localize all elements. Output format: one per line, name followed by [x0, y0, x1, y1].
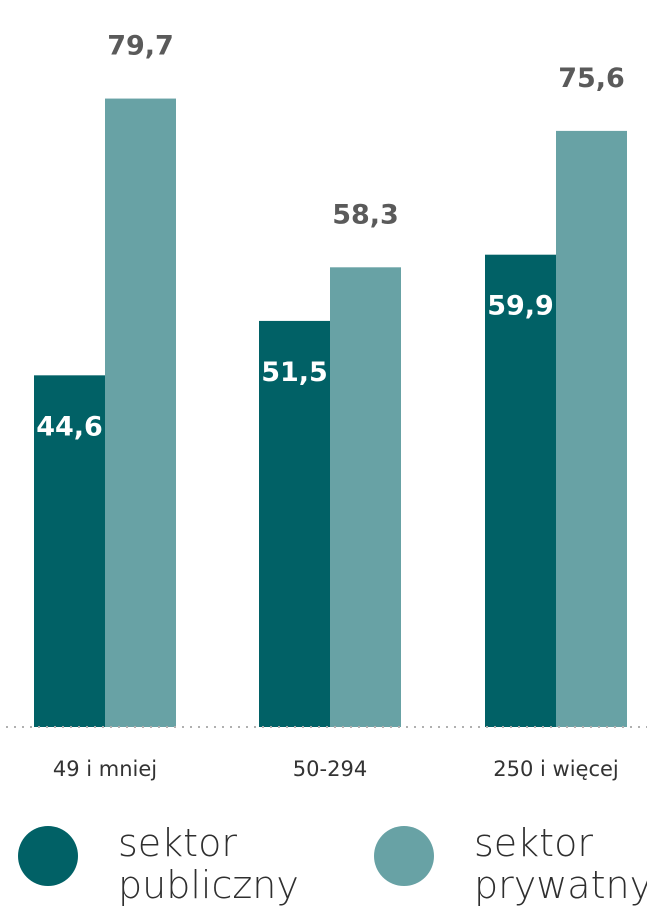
legend-label-publiczny-line2: publiczny: [118, 863, 299, 907]
bar-chart: 44,6 79,7 49 i mniej 51,5 58,3 50-294 59,9 75,6…: [6, 31, 647, 781]
bar-publiczny-0: [34, 375, 105, 727]
legend-swatch-publiczny: [18, 826, 78, 886]
x-tick-label-0: 49 i mniej: [53, 757, 157, 781]
x-tick-label-1: 50-294: [293, 757, 367, 781]
legend-label-publiczny-line1: sektor: [118, 821, 237, 865]
legend-swatch-prywatny: [374, 826, 434, 886]
data-label-publiczny-1: 51,5: [261, 357, 328, 388]
legend-label-prywatny-line2: prywatny: [474, 863, 647, 907]
data-label-prywatny-2: 75,6: [558, 63, 625, 94]
bar-publiczny-2: [485, 254, 556, 727]
bar-publiczny-1: [259, 320, 330, 727]
data-label-prywatny-0: 79,7: [107, 31, 174, 62]
data-label-publiczny-0: 44,6: [36, 411, 103, 442]
legend-label-prywatny: sektor prywatny: [474, 822, 647, 906]
x-tick-label-2: 250 i więcej: [493, 757, 619, 781]
data-label-publiczny-2: 59,9: [487, 291, 554, 322]
bar-prywatny-0: [105, 98, 176, 728]
legend: sektor publiczny sektor prywatny: [0, 820, 647, 923]
bar-prywatny-2: [556, 130, 627, 728]
legend-label-publiczny: sektor publiczny: [118, 822, 378, 906]
bar-prywatny-1: [330, 267, 401, 727]
data-label-prywatny-1: 58,3: [332, 199, 399, 230]
legend-label-prywatny-line1: sektor: [474, 821, 593, 865]
